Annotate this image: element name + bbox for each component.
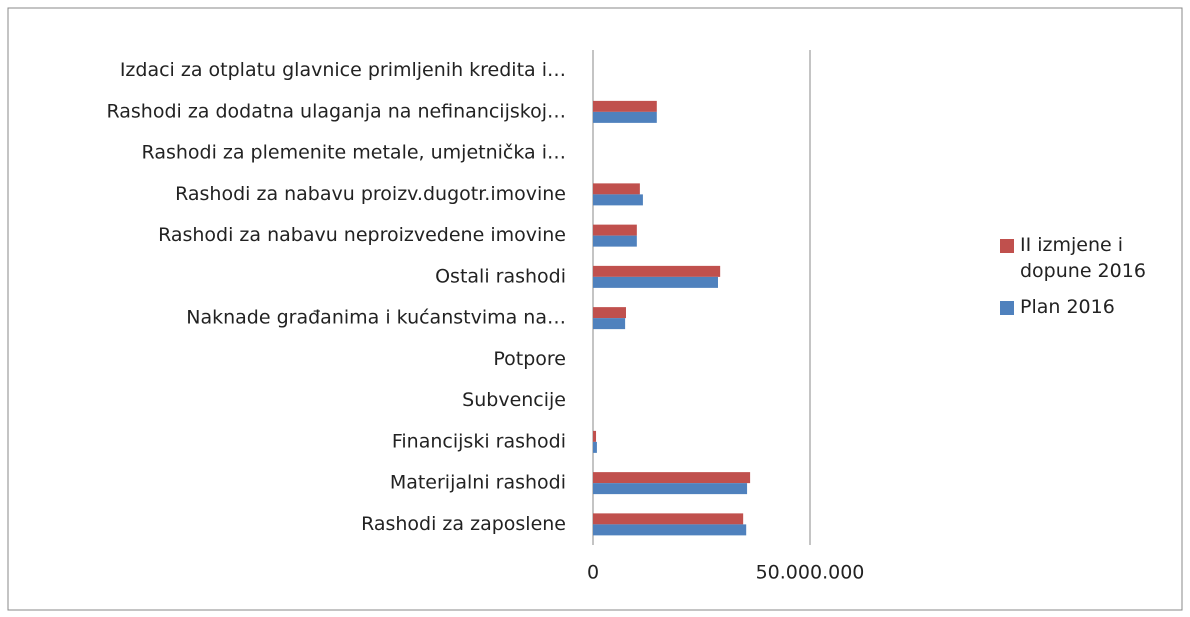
legend-label: Plan 2016 [1020, 296, 1115, 318]
bar [593, 111, 657, 123]
y-tick-label: Rashodi za dodatna ulaganja na nefinanci… [106, 100, 566, 122]
bar [593, 100, 657, 112]
bar [593, 513, 744, 525]
y-tick-label: Izdaci za otplatu glavnice primljenih kr… [120, 59, 566, 81]
y-tick-label: Potpore [493, 348, 566, 370]
y-tick-label: Rashodi za nabavu neproizvedene imovine [158, 224, 566, 246]
y-tick-label: Financijski rashodi [392, 430, 566, 452]
x-tick-label: 0 [587, 562, 599, 584]
legend-swatch [1000, 239, 1014, 253]
bar [593, 441, 597, 453]
bar [593, 472, 751, 484]
legend-item: II izmjene i dopune 2016 [1000, 232, 1175, 284]
y-tick-label: Ostali rashodi [435, 265, 566, 287]
bar [593, 194, 643, 206]
y-tick-label: Subvencije [462, 389, 566, 411]
bar [593, 318, 626, 330]
y-tick-label: Rashodi za plemenite metale, umjetnička … [142, 142, 566, 164]
legend: II izmjene i dopune 2016 Plan 2016 [1000, 232, 1175, 330]
bar [593, 483, 748, 495]
bar [593, 430, 597, 442]
y-tick-label: Naknade građanima i kućanstvima na… [186, 307, 566, 329]
bar [593, 224, 637, 236]
bar [593, 235, 637, 247]
legend-item: Plan 2016 [1000, 294, 1175, 320]
bar [593, 183, 640, 195]
bar [593, 265, 721, 277]
y-tick-label: Rashodi za zaposlene [361, 513, 566, 535]
bar [593, 276, 718, 288]
bar [593, 524, 747, 536]
bar [593, 307, 626, 319]
legend-swatch [1000, 301, 1014, 315]
legend-label: II izmjene i dopune 2016 [1020, 234, 1146, 282]
y-tick-label: Rashodi za nabavu proizv.dugotr.imovine [175, 183, 566, 205]
y-tick-label: Materijalni rashodi [390, 472, 566, 494]
x-tick-label: 50.000.000 [756, 562, 865, 584]
